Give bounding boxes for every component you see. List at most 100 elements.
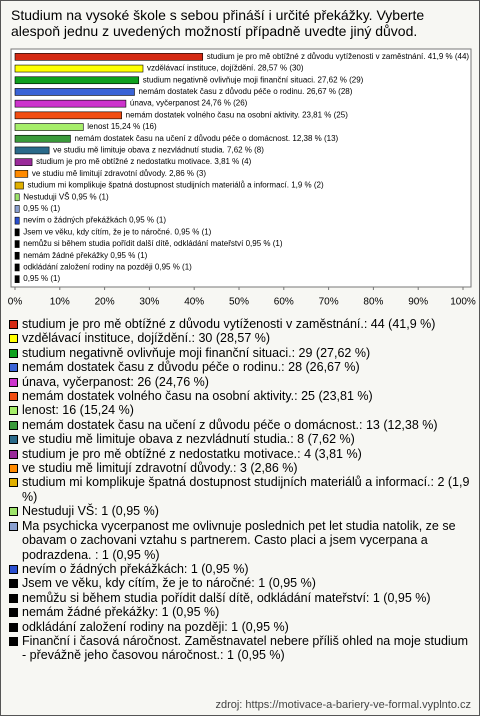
bar-label: studium je pro mě obtížné z nedostatku m…: [36, 157, 252, 166]
legend-label: nemůžu si během studia pořídit další dít…: [22, 590, 431, 605]
bar: [14, 205, 20, 213]
bar: [14, 216, 20, 225]
bar: [14, 275, 20, 283]
bar-category: nemůžu si během studia pořídit další dít…: [23, 239, 244, 248]
bar: [14, 228, 20, 237]
value-label: 28,57 % (30): [258, 64, 304, 73]
bar-label: nemám žádné překážky 0,95 % (1): [23, 251, 147, 260]
bar: [14, 76, 140, 85]
x-tick-label: 50%: [229, 297, 249, 308]
legend-swatch: [9, 392, 18, 402]
legend-label: Jsem ve věku, kdy cítím, že je to náročn…: [22, 576, 316, 591]
legend-label: vzdělávací instituce, dojíždění.: 30 (28…: [22, 331, 271, 346]
legend-swatch: [9, 478, 18, 488]
value-label: 26,67 % (28): [307, 87, 353, 96]
x-tick-label: 60%: [274, 297, 294, 308]
bar-category: studium je pro mě obtížné z nedostatku m…: [36, 157, 212, 166]
legend-label: lenost: 16 (15,24 %): [22, 403, 134, 418]
chart: 0% 10% 20% 30% 40% 50% 60% 70% 80% 90% 100% studium…: [8, 48, 476, 308]
value-label: 23,81 % (25): [302, 110, 348, 119]
bar: [14, 158, 33, 166]
bar: [14, 53, 204, 61]
source: zdroj: https://motivace-a-bariery-ve-for…: [215, 699, 471, 711]
legend-entry: Ma psychicka vycerpanost me ovlivnuje po…: [9, 519, 473, 562]
bar: [14, 146, 50, 155]
legend-swatch: [9, 435, 18, 445]
x-tick-label: 80%: [363, 297, 383, 308]
bar: [14, 240, 20, 248]
legend-label: nemám dostatek volného času na osobní ak…: [22, 389, 373, 404]
bar: [14, 64, 144, 73]
legend: studium je pro mě obtížné z důvodu vytíž…: [9, 317, 473, 663]
legend-swatch: [9, 521, 18, 531]
legend-label: nemám dostatek času na učení z důvodu pé…: [22, 417, 438, 432]
bar-category: nemám žádné překážky: [23, 251, 108, 260]
bar: [14, 251, 20, 260]
bar: [14, 88, 135, 96]
x-tick-label: 40%: [184, 297, 204, 308]
legend-label: odkládání založení rodiny na později: 1 …: [22, 619, 289, 634]
chart-title: Studium na vysoké škole s sebou přináší …: [11, 7, 425, 39]
value-label: 27,62 % (29): [318, 75, 364, 84]
legend-swatch: [9, 420, 18, 430]
legend-entry: studium je pro mě obtížné z nedostatku m…: [9, 447, 473, 461]
bar-label: Jsem ve věku, kdy cítím, že je to náročn…: [23, 227, 211, 236]
bar: [14, 99, 127, 108]
bar-label: 0,95 % (1): [23, 204, 60, 213]
bar-category: studium negativně ovlivňuje moji finančn…: [143, 75, 316, 84]
x-tick-label: 90%: [408, 297, 428, 308]
legend-swatch: [9, 363, 18, 373]
legend-swatch: [9, 593, 18, 603]
value-label: 7,62 % (8): [227, 146, 264, 155]
legend-entry: nemám žádné překážky: 1 (0,95 %): [9, 605, 473, 619]
legend-entry: odkládání založení rodiny na později: 1 …: [9, 620, 473, 634]
legend-label: Nestuduji VŠ: 1 (0,95 %): [22, 504, 159, 519]
bar-label: nevím o žádných překážkách 0,95 % (1): [23, 216, 166, 225]
legend-entry: studium je pro mě obtížné z důvodu vytíž…: [9, 317, 473, 331]
bar-label: studium negativně ovlivňuje moji finančn…: [143, 75, 364, 84]
legend-swatch: [9, 507, 18, 517]
bar-label: odkládání založení rodiny na později 0,9…: [23, 263, 192, 272]
legend-entry: nemám dostatek času z důvodu péče o rodi…: [9, 360, 473, 374]
x-tick-label: 20%: [95, 297, 115, 308]
legend-entry: studium mi komplikuje špatná dostupnost …: [9, 475, 473, 504]
legend-label: ve studiu mě limitují zdravotní důvody.:…: [22, 461, 298, 476]
value-label: 0,95 % (1): [110, 251, 147, 260]
value-label: 0,95 % (1): [155, 263, 192, 272]
legend-entry: Nestuduji VŠ: 1 (0,95 %): [9, 504, 473, 518]
bar-label: studium je pro mě obtížné z důvodu vytíž…: [207, 52, 470, 61]
bar-label: Nestuduji VŠ 0,95 % (1): [23, 192, 109, 201]
legend-swatch: [9, 334, 18, 344]
value-label: 2,86 % (3): [169, 169, 206, 178]
bar: [14, 181, 24, 190]
bar-label: ve studiu mě limitují zdravotní důvody. …: [32, 169, 207, 178]
bar-category: ve studiu mě limitují zdravotní důvody.: [32, 169, 167, 178]
x-tick-label: 100%: [450, 297, 476, 308]
value-label: 0,95 % (1): [174, 227, 211, 236]
bar: [14, 111, 122, 120]
legend-swatch: [9, 622, 18, 632]
bar: [14, 134, 71, 143]
bar-category: nemám dostatek času na učení z důvodu pé…: [74, 134, 290, 143]
bar-label: vzdělávací instituce, dojíždění. 28,57 %…: [147, 64, 304, 73]
bar-category: lenost: [87, 122, 109, 131]
legend-label: nevím o žádných překážkách: 1 (0,95 %): [22, 561, 249, 576]
value-label: 0,95 % (1): [23, 204, 60, 213]
legend-label: studium negativně ovlivňuje moji finančn…: [22, 345, 371, 360]
bar: [14, 263, 20, 272]
legend-swatch: [9, 636, 18, 646]
bar-label: studium mi komplikuje špatná dostupnost …: [28, 181, 324, 190]
legend-label: studium je pro mě obtížné z důvodu vytíž…: [22, 317, 436, 331]
value-label: 12,38 % (13): [292, 134, 338, 143]
legend-entry: ve studiu mě limitují zdravotní důvody.:…: [9, 461, 473, 475]
bar-category: únava, vyčerpanost: [130, 99, 200, 108]
value-label: 41,9 % (44): [428, 52, 470, 61]
bar: [14, 170, 29, 178]
legend-label: únava, vyčerpanost: 26 (24,76 %): [22, 374, 209, 389]
legend-entry: studium negativně ovlivňuje moji finančn…: [9, 346, 473, 360]
legend-entry: lenost: 16 (15,24 %): [9, 403, 473, 417]
legend-entry: vzdělávací instituce, dojíždění.: 30 (28…: [9, 331, 473, 345]
bar: [14, 123, 84, 131]
bar-category: odkládání založení rodiny na později: [23, 263, 153, 272]
